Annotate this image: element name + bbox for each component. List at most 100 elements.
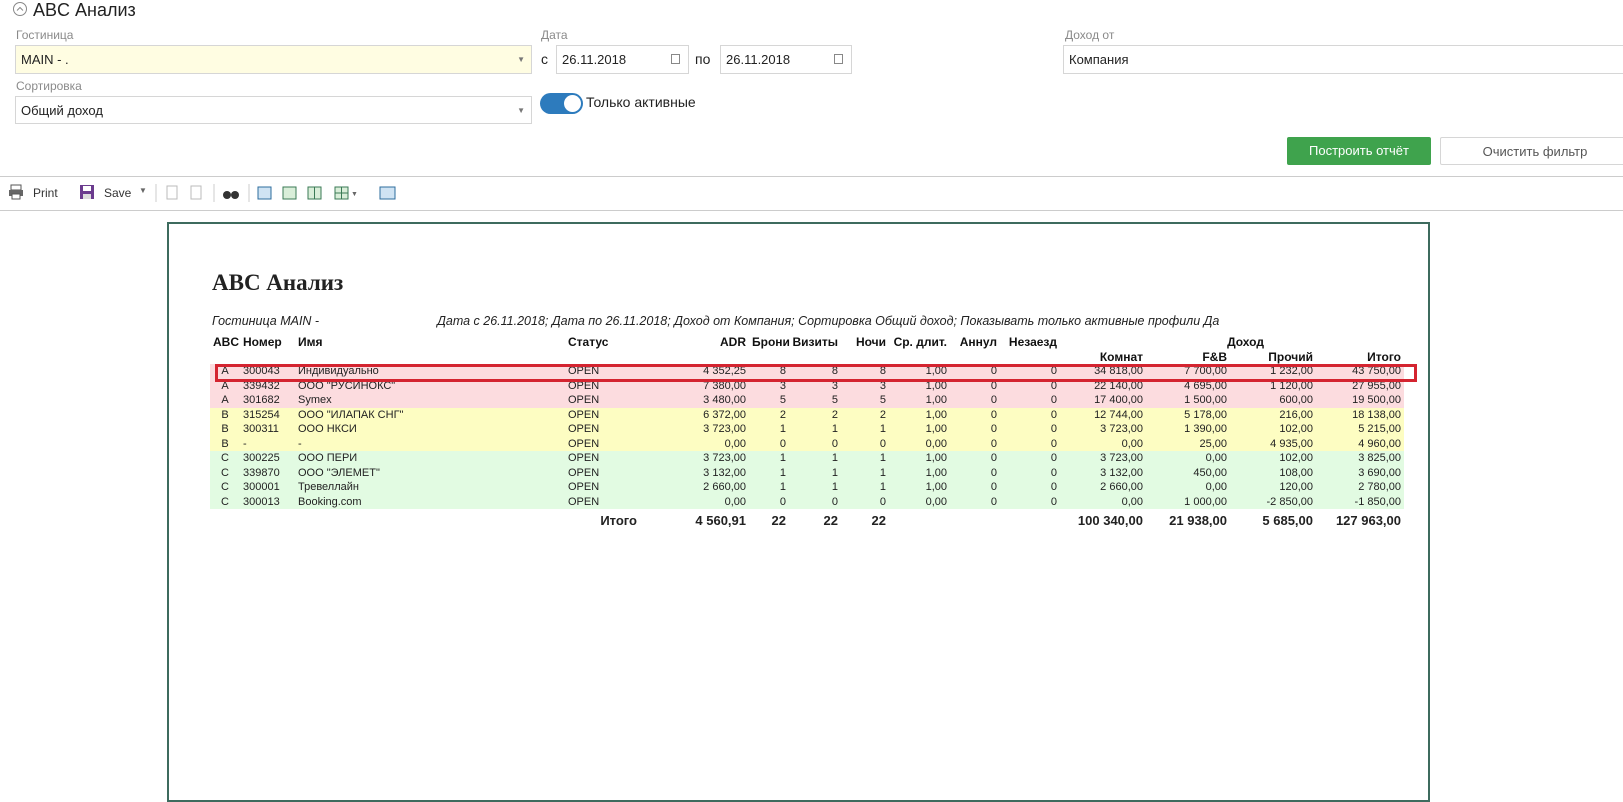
date-to-label: по <box>695 51 711 67</box>
calendar-icon[interactable] <box>671 54 680 64</box>
hotel-value: MAIN - . <box>21 52 69 67</box>
cell: 0 <box>950 364 1000 379</box>
cell: -1 850,00 <box>1316 494 1405 509</box>
active-label: Только активные <box>586 94 696 110</box>
cell: B <box>210 407 240 422</box>
cell: A <box>210 393 240 408</box>
cell: 5 <box>841 393 889 408</box>
column-header: Статус <box>568 335 609 349</box>
sort-label: Сортировка <box>16 79 82 93</box>
cell: 17 400,00 <box>1060 393 1146 408</box>
cell: 0 <box>749 494 789 509</box>
cell: 3 723,00 <box>640 422 749 437</box>
totals-row: Итого 4 560,91 22 22 22 100 340,00 21 93… <box>210 509 1405 533</box>
cell: 18 138,00 <box>1316 407 1405 422</box>
income-label: Доход от <box>1065 28 1115 42</box>
cell: 120,00 <box>1230 480 1316 495</box>
calendar-icon[interactable] <box>834 54 843 64</box>
print-icon[interactable] <box>8 184 24 200</box>
cell: 0 <box>950 494 1000 509</box>
cell: 3 723,00 <box>1060 451 1146 466</box>
cell: OPEN <box>565 422 640 437</box>
cell: 300013 <box>240 494 295 509</box>
cell: 2 <box>841 407 889 422</box>
cell: 1 <box>841 465 889 480</box>
cell: 0,00 <box>1146 451 1230 466</box>
cell: ООО "ЭЛЕМЕТ" <box>295 465 565 480</box>
cell: 1 <box>789 422 841 437</box>
cell: 2 <box>749 407 789 422</box>
cell: 3 132,00 <box>640 465 749 480</box>
hotel-select[interactable]: MAIN - . ▼ <box>15 45 532 74</box>
cell: 1 390,00 <box>1146 422 1230 437</box>
cell: 3 <box>789 378 841 393</box>
clear-button[interactable]: Очистить фильтр <box>1440 137 1623 165</box>
cell: 0 <box>950 378 1000 393</box>
cell: OPEN <box>565 465 640 480</box>
cell: 34 818,00 <box>1060 364 1146 379</box>
cell: 0,00 <box>1146 480 1230 495</box>
cell: 0 <box>789 436 841 451</box>
cell: Индивидуально <box>295 364 565 379</box>
totals-bookings: 22 <box>749 509 789 533</box>
cell: 3 <box>841 378 889 393</box>
date-from-label: с <box>541 51 548 67</box>
income-input[interactable]: Компания <box>1063 45 1623 74</box>
column-header: F&B <box>1202 349 1227 364</box>
cell: Booking.com <box>295 494 565 509</box>
report-row: B 315254 ООО "ИЛАПАК СНГ" OPEN 6 372,00 2 2 2 1,… <box>210 407 1405 422</box>
collapse-icon[interactable] <box>12 1 28 17</box>
cell: 0,00 <box>640 494 749 509</box>
report-row: B 300311 ООО НКСИ OPEN 3 723,00 1 1 1 1,00 0 0 3 72… <box>210 422 1405 437</box>
dropdown-caret[interactable]: ▼ <box>139 186 147 195</box>
date-from-input[interactable]: 26.11.2018 <box>556 45 689 74</box>
income-value: Компания <box>1069 52 1129 67</box>
cell: 0 <box>950 465 1000 480</box>
cell: 0 <box>950 451 1000 466</box>
cell: OPEN <box>565 393 640 408</box>
cell: 300311 <box>240 422 295 437</box>
column-header: Брони <box>752 335 790 349</box>
highlight-box <box>215 364 1417 382</box>
totals-fnb: 21 938,00 <box>1146 509 1230 533</box>
active-toggle[interactable] <box>540 93 583 114</box>
cell: 0 <box>1000 364 1060 379</box>
column-header: Незаезд <box>1008 335 1057 349</box>
date-to-input[interactable]: 26.11.2018 <box>720 45 852 74</box>
cell: 0,00 <box>889 436 950 451</box>
cell: - <box>295 436 565 451</box>
date-from-value: 26.11.2018 <box>562 52 627 67</box>
cell: OPEN <box>565 494 640 509</box>
report-row: A 300043 Индивидуально OPEN 4 352,25 8 8 8 1,00 0… <box>210 364 1405 379</box>
cell: 3 480,00 <box>640 393 749 408</box>
cell: 1 <box>749 451 789 466</box>
date-to-value: 26.11.2018 <box>726 52 791 67</box>
cell: -2 850,00 <box>1230 494 1316 509</box>
save-icon[interactable] <box>79 184 95 200</box>
cell: 102,00 <box>1230 451 1316 466</box>
cell: 6 372,00 <box>640 407 749 422</box>
cell: 300225 <box>240 451 295 466</box>
save-button[interactable]: Save <box>104 186 132 200</box>
cell: 1 <box>789 480 841 495</box>
cell: 0 <box>950 480 1000 495</box>
cell: 5 <box>789 393 841 408</box>
cell: 1 <box>749 480 789 495</box>
column-header: Имя <box>298 335 323 349</box>
totals-visits: 22 <box>789 509 841 533</box>
cell: 1,00 <box>889 451 950 466</box>
cell: 1 <box>789 451 841 466</box>
cell: 450,00 <box>1146 465 1230 480</box>
cell: 2 660,00 <box>640 480 749 495</box>
toggle-knob <box>564 95 581 112</box>
cell: 4 695,00 <box>1146 378 1230 393</box>
cell: 0 <box>950 407 1000 422</box>
build-button[interactable]: Построить отчёт <box>1287 137 1431 165</box>
sort-select[interactable]: Общий доход ▼ <box>15 96 532 124</box>
print-button[interactable]: Print <box>33 186 58 200</box>
cell: 0 <box>789 494 841 509</box>
cell: 1 <box>749 422 789 437</box>
cell: 5 215,00 <box>1316 422 1405 437</box>
totals-nights: 22 <box>841 509 889 533</box>
